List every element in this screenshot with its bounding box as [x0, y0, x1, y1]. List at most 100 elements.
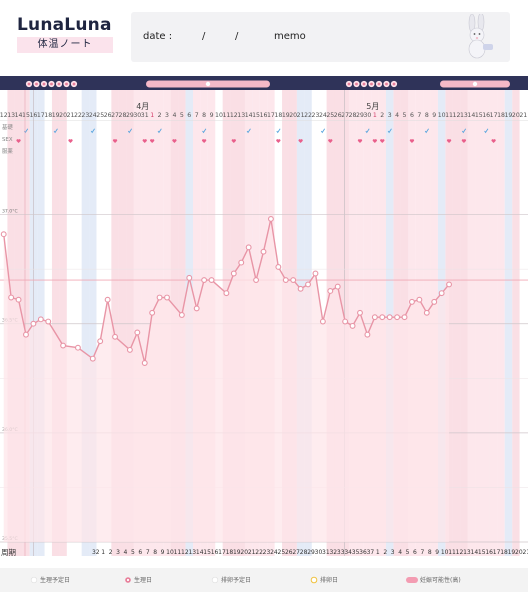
temperature-point [112, 333, 118, 340]
date-label: 14 [467, 112, 475, 119]
temperature-point [290, 277, 297, 284]
cycle-day-number: 33 [337, 549, 345, 556]
date-label: 25 [96, 112, 104, 119]
date-label: 27 [111, 112, 119, 119]
cycle-day-number: 8 [428, 549, 432, 556]
date-label: 29 [356, 112, 364, 119]
date-label: 15 [252, 112, 260, 119]
cycle-day-number: 18 [500, 549, 508, 556]
cycle-day-number: 13 [188, 549, 196, 556]
cycle-day-number: 8 [153, 549, 157, 556]
cycle-day-number: 3 [391, 549, 395, 556]
period-marker-icon [377, 82, 381, 86]
cycle-day-number: 9 [435, 549, 439, 556]
temperature-point [260, 248, 267, 255]
cycle-day-number: 26 [285, 549, 293, 556]
date-label: 12 [453, 112, 461, 119]
temperature-point [394, 314, 401, 321]
cycle-day-number: 21 [248, 549, 256, 556]
temperature-point [15, 296, 22, 303]
date-label: 22 [304, 112, 312, 119]
date-label: 31 [141, 112, 149, 119]
period-marker-icon [35, 82, 38, 86]
ovulation-forecast-band [81, 90, 90, 556]
temperature-point [164, 294, 170, 301]
temperature-point [282, 277, 289, 284]
date-label: 12 [0, 112, 8, 119]
date-label: 30 [363, 112, 371, 119]
cycle-day-number: 15 [203, 549, 211, 556]
sex-heart-icon [446, 139, 452, 143]
date-label: 18 [44, 112, 52, 119]
cycle-day-number: 6 [413, 549, 417, 556]
date-label: 17 [37, 112, 45, 119]
cycle-day-number: 13 [463, 549, 471, 556]
date-label: 17 [267, 112, 275, 119]
memo-box: date : / / memo [131, 12, 510, 62]
temperature-point [409, 298, 415, 305]
date-label: 18 [497, 112, 505, 119]
temperature-point [267, 215, 274, 222]
sex-heart-icon [16, 139, 21, 143]
sex-heart-icon [372, 139, 378, 143]
legend-period-icon [126, 578, 130, 582]
temperature-point [30, 320, 37, 327]
cycle-day-number: 14 [196, 549, 204, 556]
memo-label: memo [274, 31, 306, 42]
date-label: 6 [410, 112, 414, 119]
cycle-day-number: 27 [292, 549, 300, 556]
legend-forecast-icon [30, 576, 38, 584]
temperature-point [275, 264, 282, 270]
date-label: 5 [403, 112, 407, 119]
medication-check-icon [484, 128, 489, 134]
cycle-day-number: 7 [420, 549, 424, 556]
date-label: 11 [222, 112, 230, 119]
cycle-day-number: 15 [478, 549, 486, 556]
legend-ovulation-icon [310, 576, 318, 584]
temperature-point [253, 277, 260, 284]
date-label: 29 [126, 112, 134, 119]
date-label: 14 [245, 112, 253, 119]
temperature-point [208, 277, 215, 284]
period-marker-icon [392, 82, 396, 86]
cycle-day-number: 34 [344, 549, 352, 556]
y-tick-label: 37.0°C [2, 209, 18, 215]
date-label: 26 [334, 112, 342, 119]
cycle-day-number: 4 [398, 549, 402, 556]
date-label: 8 [425, 112, 429, 119]
menstruation-band [59, 90, 67, 556]
date-label: 16 [482, 112, 490, 119]
cycle-day-number: 3 [116, 549, 120, 556]
logo: LunaLuna 体温ノート [17, 15, 115, 53]
ovulation-marker-icon [205, 81, 211, 87]
medication-check-icon [202, 128, 207, 134]
temperature-point [8, 294, 15, 301]
menstruation-band [118, 90, 127, 556]
cycle-day-number: 11 [174, 549, 182, 556]
cycle-day-number: 7 [146, 549, 150, 556]
temperature-point [134, 329, 141, 336]
month-label: 5月 [366, 102, 379, 111]
medication-check-icon [127, 128, 133, 134]
date-label: 7 [417, 112, 421, 119]
date-label: 4 [395, 112, 399, 119]
temperature-point [223, 290, 230, 297]
date-label: 10 [438, 112, 446, 119]
row-label: 服薬 [2, 147, 13, 155]
temperature-point [364, 331, 371, 338]
cycle-day-number: 11 [448, 549, 456, 556]
temperature-point [438, 290, 445, 297]
cycle-day-label: 周期 [1, 548, 16, 557]
ovulation-forecast-band [89, 90, 97, 556]
fertile-window-band [141, 90, 149, 556]
temperature-point [371, 314, 378, 321]
cycle-day-number: 16 [211, 549, 219, 556]
period-marker-icon [362, 82, 366, 86]
cycle-day-number: 6 [138, 549, 142, 556]
date-label: 16 [260, 112, 268, 119]
rabbit-icon [468, 14, 493, 59]
date-separator-1: / [202, 31, 206, 42]
medication-check-icon [365, 128, 370, 134]
cycle-day-number: 18 [226, 549, 234, 556]
